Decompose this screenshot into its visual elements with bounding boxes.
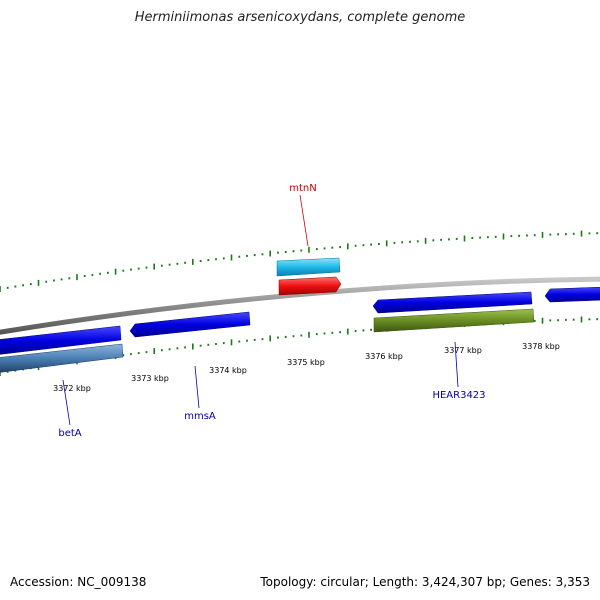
gene-betA-arrow[interactable] [0,325,122,355]
gene-label-mmsA[interactable]: mmsA [184,411,216,422]
gene-mmsA-arrow[interactable] [129,311,251,338]
tick-label: 3375 kbp [287,358,325,367]
tick-label: 3372 kbp [53,384,91,393]
genome-backbone [0,276,600,335]
tick-label: 3373 kbp [131,374,169,383]
gene-label-mtnN[interactable]: mtnN [289,183,316,194]
outer-tick-arc [0,230,599,292]
inner-tick-arc [0,316,599,376]
gene-label-betA[interactable]: betA [58,428,81,439]
tick-labels: 3372 kbp 3373 kbp 3374 kbp 3375 kbp 3376 kbp… [53,342,560,393]
hear3423-leader-line [454,341,459,388]
gene-label-hear3423[interactable]: HEAR3423 [432,390,485,401]
tick-label: 3374 kbp [209,366,247,375]
gene-right-edge-arrow[interactable] [544,286,600,303]
gene-hear3423-arrow[interactable] [373,308,535,333]
tick-label: 3377 kbp [444,346,482,355]
tick-label: 3376 kbp [365,352,403,361]
gene-betA-reverse-arrow[interactable] [0,343,124,373]
genome-summary-text: Topology: circular; Length: 3,424,307 bp… [260,575,590,589]
page-title: Herminiimonas arsenicoxydans, complete g… [134,10,466,25]
gene-trna-arrow[interactable] [276,257,341,277]
gene-hear3423-forward-arrow[interactable] [372,291,533,314]
betA-leader-line [62,379,71,426]
gene-rrna-arrow[interactable] [278,276,342,296]
tick-label: 3378 kbp [522,342,560,351]
mmsA-leader-line [194,365,200,409]
mtnN-leader-line [299,194,309,247]
accession-text: Accession: NC_009138 [10,575,147,589]
